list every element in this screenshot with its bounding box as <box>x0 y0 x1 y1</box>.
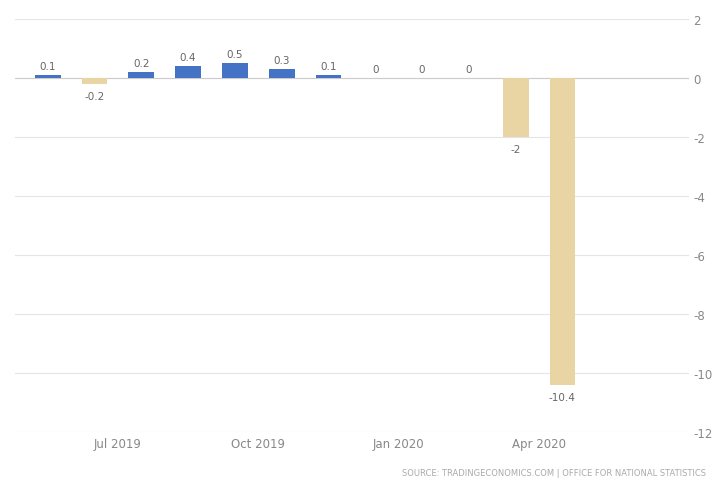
Text: 0.2: 0.2 <box>133 59 149 69</box>
Text: 0.1: 0.1 <box>320 61 337 72</box>
Text: 0: 0 <box>372 64 379 75</box>
Bar <box>503 79 529 137</box>
Text: 0.5: 0.5 <box>226 50 243 60</box>
Text: -0.2: -0.2 <box>84 92 105 102</box>
Text: 0: 0 <box>419 64 425 75</box>
Bar <box>35 76 60 79</box>
Text: SOURCE: TRADINGECONOMICS.COM | OFFICE FOR NATIONAL STATISTICS: SOURCE: TRADINGECONOMICS.COM | OFFICE FO… <box>402 468 706 477</box>
Bar <box>128 73 154 79</box>
Bar <box>550 79 575 385</box>
Text: 0.4: 0.4 <box>180 53 197 62</box>
Bar <box>175 67 201 79</box>
Bar <box>269 70 295 79</box>
Text: 0.3: 0.3 <box>274 56 290 65</box>
Bar <box>222 64 248 79</box>
Text: -2: -2 <box>510 145 521 155</box>
Text: 0.1: 0.1 <box>39 61 56 72</box>
Text: 0: 0 <box>466 64 472 75</box>
Bar <box>316 76 341 79</box>
Text: -10.4: -10.4 <box>549 392 576 402</box>
Bar <box>82 79 108 85</box>
